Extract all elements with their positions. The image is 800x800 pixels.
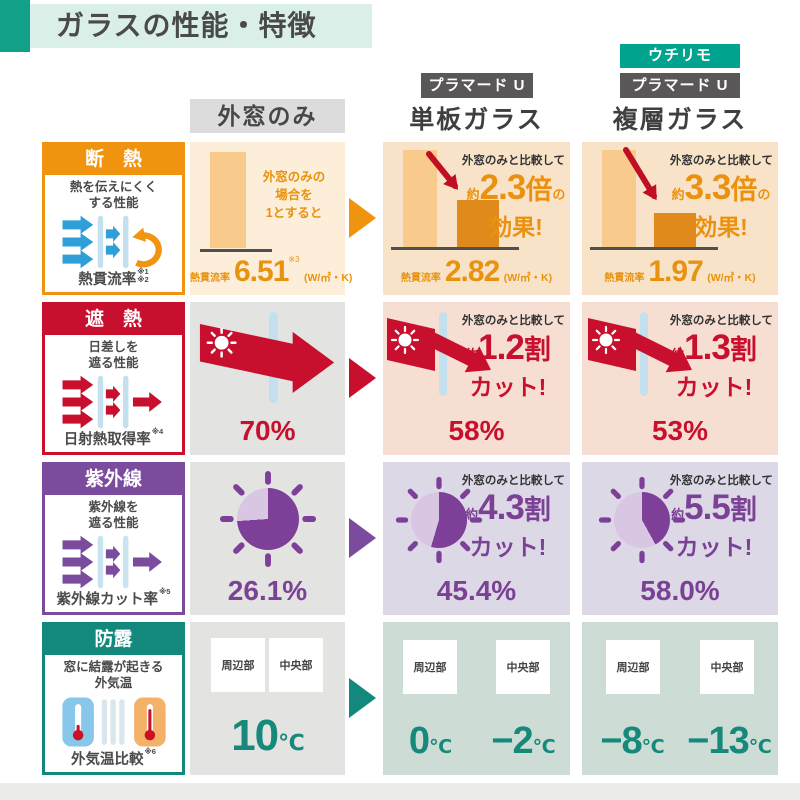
shading-desc: 日差しを 遮る性能 (88, 340, 139, 370)
compare-note: 外窓のみと比較して (669, 155, 773, 167)
dew-single-center-value: −2℃ (491, 720, 555, 762)
shading-double-effect: 約1.3割 カット! (671, 328, 757, 400)
insulation-icon (45, 213, 182, 271)
uv-desc: 紫外線を 遮る性能 (88, 500, 139, 530)
uv-double-cell: 外窓のみと比較して 約5.5割 カット! 58.0% (582, 462, 778, 615)
result-bar (457, 200, 499, 247)
uv-single-value: 45.4% (436, 575, 517, 606)
compare-note: 外窓のみと比較して (461, 475, 565, 487)
uv-base-cell: 26.1% (190, 462, 345, 615)
insulation-metric: 熱貫流率 ※1 ※2 (78, 267, 149, 288)
shading-header: 遮 熱 (45, 305, 182, 335)
insulation-double-effect: 約3.3倍の 効果! (671, 168, 771, 240)
sun-arrow-icon (588, 312, 692, 396)
row-card-insulation: 断 熱 熱を伝えにくく する性能 熱貫流率 ※1 ※2 (42, 142, 185, 295)
flow-arrow-uv (349, 518, 376, 558)
label-peripheral: 周辺部 (606, 640, 660, 694)
uv-header: 紫外線 (45, 465, 182, 495)
bar-baseline (590, 247, 718, 250)
sun-arrow-icon (199, 312, 335, 403)
title-accent-square (0, 0, 30, 52)
shading-double-cell: 外窓のみと比較して 約1.3割 カット! 53% (582, 302, 778, 455)
uv-double-value: 58.0% (640, 575, 720, 606)
compare-note: 外窓のみと比較して (669, 475, 773, 487)
insulation-single-value: 熱貫流率 2.82 (W/㎡・K) (400, 255, 553, 288)
row-card-uv: 紫外線 紫外線を 遮る性能 紫外線カット率 ※5 (42, 462, 185, 615)
dew-single-peripheral-value: 0℃ (408, 720, 452, 762)
flow-arrow-dew (349, 678, 376, 718)
uv-sun-pie (395, 476, 483, 564)
compare-note: 外窓のみと比較して (461, 155, 565, 167)
shading-double-value: 53% (651, 415, 709, 446)
label-center: 中央部 (700, 640, 754, 694)
base-bar (602, 150, 636, 247)
dew-double-center-value: −13℃ (687, 720, 771, 762)
insulation-single-effect: 約2.3倍の 効果! (466, 168, 566, 240)
insulation-desc: 熱を伝えにくく する性能 (69, 180, 158, 210)
uv-metric: 紫外線カット率 ※5 (56, 587, 171, 608)
shading-base-cell: 70% (190, 302, 345, 455)
label-peripheral: 周辺部 (211, 638, 265, 692)
title-banner: ガラスの性能・特徴 (30, 4, 372, 48)
bottom-strip (0, 783, 800, 800)
dew-double-cell: 周辺部 中央部 −8℃ −13℃ (582, 622, 778, 775)
compare-note: 外窓のみと比較して (461, 315, 565, 327)
column-header-single: 単板ガラス (409, 106, 544, 134)
badge-plamado-double: プラマード U (620, 73, 740, 98)
shading-single-cell: 外窓のみと比較して 約1.2割 カット! 58% (383, 302, 570, 455)
shading-icon (45, 373, 182, 431)
uv-sun-pie (598, 476, 686, 564)
sun-arrow-icon (387, 312, 491, 396)
dew-double-peripheral-value: −8℃ (600, 720, 664, 762)
label-center: 中央部 (496, 640, 550, 694)
shading-single-value: 58% (448, 415, 505, 446)
thermometer-icon (45, 693, 182, 751)
page-title: ガラスの性能・特徴 (56, 10, 317, 41)
dew-base-cell: 周辺部 中央部 10℃ (190, 622, 345, 775)
shading-single-effect: 約1.2割 カット! (465, 328, 551, 400)
uv-double-effect: 約5.5割 カット! (671, 488, 757, 560)
uv-base-value: 26.1% (227, 575, 308, 606)
flow-arrow-insulation (349, 198, 376, 238)
row-card-shading: 遮 熱 日差しを 遮る性能 日射熱取得率 ※4 (42, 302, 185, 455)
bar-baseline (200, 249, 272, 252)
dew-base-value: 10℃ (231, 711, 305, 760)
insulation-double-value: 熱貫流率 1.97 (W/㎡・K) (604, 255, 756, 288)
badge-plamado-single: プラマード U (421, 73, 533, 98)
row-card-dew: 防露 窓に結露が起きる 外気温 外気温比較 ※6 (42, 622, 185, 775)
base-bar (210, 152, 246, 248)
dew-single-cell: 周辺部 中央部 0℃ −2℃ (383, 622, 570, 775)
insulation-base-cell: 外窓のみの 場合を 1とすると 熱貫流率 6.51※3 (W/㎡・K) (190, 142, 353, 295)
down-arrow-icon (623, 147, 657, 201)
flow-arrow-shading (349, 358, 376, 398)
dew-metric: 外気温比較 ※6 (71, 747, 156, 768)
shading-base-value: 70% (239, 415, 296, 446)
base-bar (403, 150, 437, 247)
insulation-base-value: 熱貫流率 6.51※3 (W/㎡・K) (190, 255, 353, 288)
insulation-single-cell: 外窓のみと比較して 約2.3倍の 効果! 熱貫流率 2.82 (W/㎡・K) (383, 142, 570, 295)
insulation-header: 断 熱 (45, 145, 182, 175)
shading-metric: 日射熱取得率 ※4 (63, 427, 164, 448)
compare-note: 外窓のみと比較して (669, 315, 773, 327)
uv-sun-pie (219, 470, 317, 568)
uv-icon (45, 533, 182, 591)
uv-single-cell: 外窓のみと比較して 約4.3割 カット! 45.4% (383, 462, 570, 615)
column-header-base: 外窓のみ (190, 99, 345, 133)
label-peripheral: 周辺部 (403, 640, 457, 694)
base-note: 外窓のみの 場合を 1とすると (262, 170, 326, 220)
column-header-double: 複層ガラス (612, 106, 748, 134)
badge-uchirimo: ウチリモ (620, 44, 740, 68)
label-center: 中央部 (269, 638, 323, 692)
result-bar (654, 213, 696, 247)
dew-header: 防露 (45, 625, 182, 655)
uv-single-effect: 約4.3割 カット! (465, 488, 551, 560)
dew-desc: 窓に結露が起きる 外気温 (63, 660, 164, 690)
bar-baseline (391, 247, 519, 250)
insulation-double-cell: 外窓のみと比較して 約3.3倍の 効果! 熱貫流率 1.97 (W/㎡・K) (582, 142, 778, 295)
down-arrow-icon (426, 151, 459, 190)
